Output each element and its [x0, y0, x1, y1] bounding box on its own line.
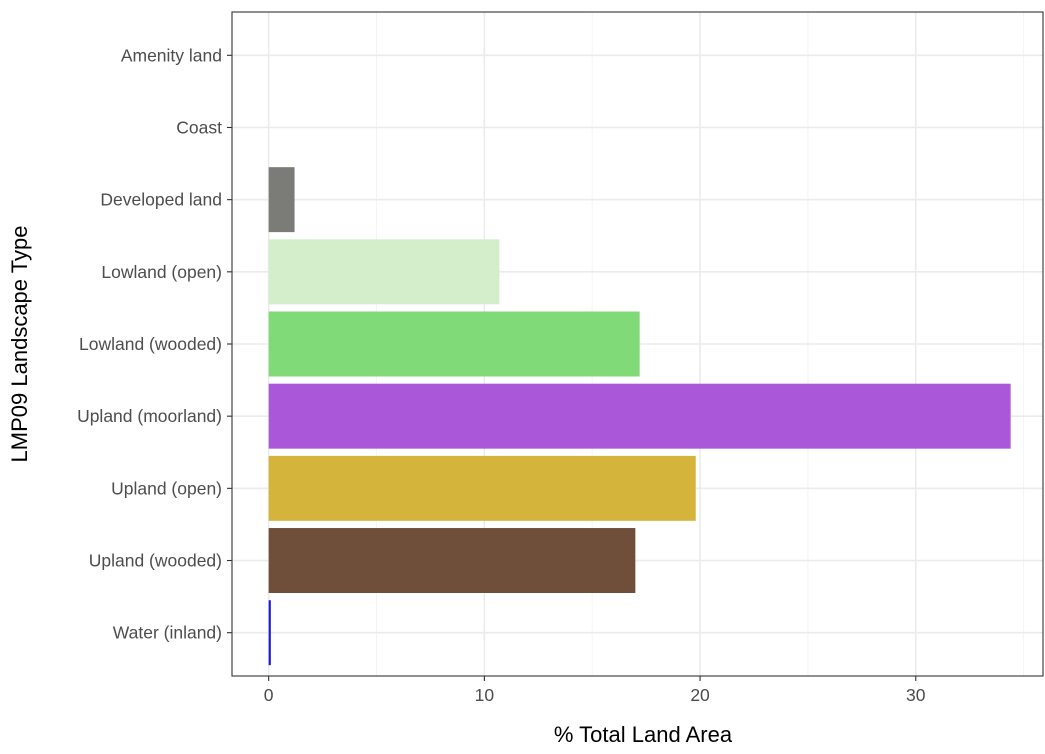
x-tick-label: 20 — [690, 685, 710, 705]
bar — [268, 383, 1011, 449]
y-axis-ticks: Amenity land Coast Developed land Lowland (… — [77, 45, 232, 643]
bar — [268, 239, 500, 305]
y-tick-label: Upland (moorland) — [77, 406, 222, 426]
x-tick-label: 0 — [264, 685, 274, 705]
y-tick-label: Lowland (wooded) — [79, 334, 222, 354]
bar — [268, 455, 696, 521]
bar — [268, 528, 636, 593]
y-tick-label: Lowland (open) — [101, 262, 222, 282]
y-tick-label: Upland (wooded) — [89, 551, 222, 571]
bar — [268, 167, 295, 233]
bar — [268, 311, 640, 377]
y-tick-label: Water (inland) — [113, 623, 222, 643]
x-axis-title: % Total Land Area — [554, 722, 733, 747]
x-axis-ticks: 0 10 20 30 — [264, 676, 926, 705]
y-tick-label: Amenity land — [121, 45, 222, 65]
y-tick-label: Developed land — [100, 190, 222, 210]
y-axis-title: LMP09 Landscape Type — [7, 226, 32, 463]
y-tick-label: Upland (open) — [111, 478, 222, 498]
y-tick-label: Coast — [176, 117, 222, 137]
bars — [268, 167, 1011, 666]
bar — [268, 600, 271, 666]
x-tick-label: 10 — [475, 685, 495, 705]
x-tick-label: 30 — [906, 685, 926, 705]
